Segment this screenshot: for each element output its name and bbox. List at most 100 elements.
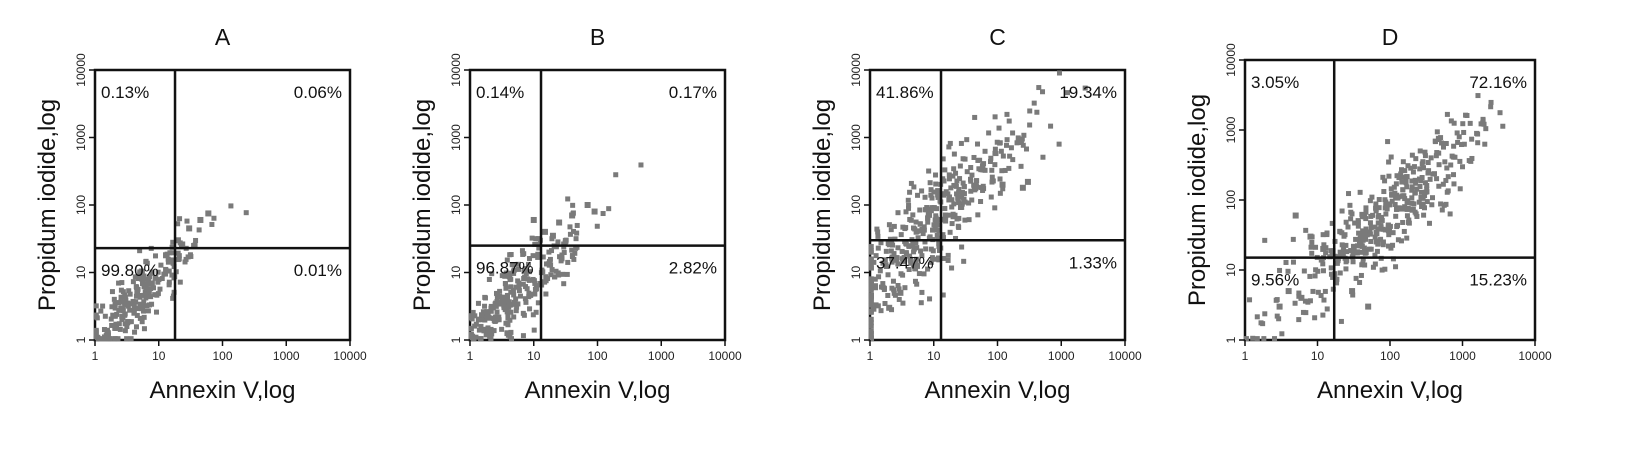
scatter-point: [1296, 317, 1302, 323]
scatter-point: [915, 235, 921, 241]
scatter-point: [1432, 138, 1438, 144]
scatter-point: [992, 162, 998, 168]
panel-b: B 0.14% 0.17% 96.87% 2.82% 1 10 100 1000 10000 1 10…: [385, 0, 785, 457]
scatter-point: [945, 252, 951, 258]
scatter-point: [1433, 153, 1439, 159]
scatter-point: [141, 281, 147, 287]
scatter-point: [1307, 298, 1313, 304]
scatter-point: [1368, 238, 1374, 244]
scatter-point: [1445, 188, 1451, 194]
scatter-point: [917, 207, 923, 213]
scatter-point: [943, 218, 949, 224]
scatter-point: [946, 172, 952, 178]
scatter-point: [123, 297, 129, 303]
scatter-point: [999, 168, 1005, 174]
scatter-point: [1250, 335, 1256, 341]
scatter-point: [1382, 178, 1388, 184]
scatter-point: [197, 216, 204, 223]
scatter-point: [1000, 153, 1006, 159]
scatter-point: [1434, 150, 1440, 156]
scatter-point: [513, 284, 519, 290]
scatter-point: [1385, 228, 1391, 234]
scatter-point: [112, 305, 118, 311]
scatter-point: [473, 334, 479, 340]
scatter-point: [1460, 164, 1466, 170]
scatter-point: [93, 312, 99, 318]
y-tick-label: 10000: [1224, 43, 1238, 77]
x-tick-label: 1: [1242, 349, 1249, 363]
scatter-point: [496, 314, 502, 320]
scatter-point: [998, 148, 1004, 154]
scatter-point: [561, 241, 567, 247]
quadrant-label-lower-left: 99.80%: [101, 261, 159, 280]
scatter-point: [1343, 242, 1349, 248]
scatter-point: [1310, 288, 1316, 294]
scatter-point: [108, 316, 114, 322]
scatter-point: [124, 323, 130, 329]
scatter-point: [1373, 201, 1379, 207]
scatter-point: [112, 313, 118, 319]
scatter-point: [183, 256, 189, 262]
scatter-point: [1348, 209, 1354, 215]
scatter-point: [932, 225, 938, 231]
chart-c: C 41.86% 19.34% 37.47% 1.33% 1 10 100 1000 10000 1…: [809, 24, 1142, 404]
scatter-point: [470, 309, 476, 315]
scatter-point: [923, 246, 929, 252]
scatter-point: [103, 333, 109, 339]
scatter-point: [868, 292, 874, 298]
scatter-point: [505, 322, 511, 328]
scatter-point: [1303, 227, 1309, 233]
scatter-point: [159, 276, 165, 282]
scatter-point: [1384, 206, 1390, 212]
scatter-point: [1335, 258, 1341, 264]
scatter-point: [1359, 243, 1365, 249]
scatter-point: [954, 191, 960, 197]
scatter-point: [949, 265, 955, 271]
scatter-point: [1283, 259, 1289, 265]
scatter-point: [482, 303, 488, 309]
scatter-point: [475, 317, 481, 323]
scatter-point: [143, 259, 149, 265]
scatter-point: [1021, 132, 1027, 138]
scatter-point: [555, 239, 561, 245]
scatter-point: [1390, 242, 1396, 248]
scatter-point: [949, 221, 955, 227]
scatter-point: [1431, 171, 1437, 177]
scatter-point: [139, 319, 145, 325]
y-tick-label: 1000: [449, 124, 463, 151]
scatter-point: [868, 244, 874, 250]
chart-d: D 3.05% 72.16% 9.56% 15.23% 1 10 100 1000 10000 1 1…: [1184, 24, 1552, 404]
scatter-point: [868, 281, 874, 287]
scatter-point: [1003, 142, 1009, 148]
scatter-point: [591, 208, 598, 215]
scatter-point: [868, 323, 874, 329]
scatter-point: [940, 217, 946, 223]
scatter-point: [1376, 197, 1382, 203]
scatter-point: [105, 336, 111, 342]
scatter-point: [900, 300, 906, 306]
scatter-point: [951, 151, 957, 157]
scatter-point: [565, 196, 571, 202]
scatter-point: [1457, 186, 1463, 192]
scatter-point: [147, 274, 153, 280]
scatter-point: [109, 322, 115, 328]
scatter-point: [551, 274, 557, 280]
scatter-point: [141, 314, 147, 320]
scatter-point: [923, 207, 929, 213]
scatter-point: [519, 248, 525, 254]
scatter-point: [1401, 228, 1407, 234]
scatter-point: [933, 181, 939, 187]
scatter-point: [947, 140, 953, 146]
panel-a: A 0.13% 0.06% 99.80% 0.01% 1 10 100 1000 10000 1 10…: [0, 0, 400, 457]
x-tick-label: 1: [467, 349, 474, 363]
scatter-point: [505, 315, 511, 321]
scatter-point: [543, 291, 549, 297]
scatter-point: [1372, 252, 1378, 258]
scatter-point: [1409, 178, 1415, 184]
scatter-point: [133, 293, 139, 299]
scatter-point: [1308, 244, 1314, 250]
scatter-point: [1399, 167, 1405, 173]
x-tick-label: 100: [987, 349, 1007, 363]
scatter-point: [502, 307, 508, 313]
scatter-point: [978, 167, 984, 173]
